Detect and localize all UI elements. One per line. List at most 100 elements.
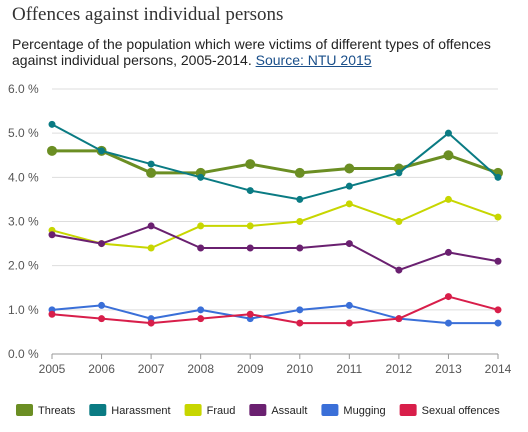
data-point-threats[interactable] — [47, 145, 57, 156]
x-tick-label: 2010 — [286, 362, 313, 376]
data-point-harassment[interactable] — [296, 195, 304, 203]
data-point-assault[interactable] — [147, 222, 155, 230]
data-point-sexual-offences[interactable] — [98, 315, 106, 323]
data-point-assault[interactable] — [494, 257, 502, 265]
x-axis-ticks: 2005 2006 2007 2008 2009 2010 2011 2012 2013 2014 — [39, 354, 512, 376]
data-point-harassment[interactable] — [444, 129, 452, 137]
series-line-assault — [51, 224, 499, 272]
data-point-sexual-offences[interactable] — [444, 293, 452, 301]
data-point-assault[interactable] — [444, 248, 452, 256]
y-tick-label: 0.0 % — [8, 347, 39, 361]
data-point-assault[interactable] — [296, 244, 304, 252]
x-tick-label: 2012 — [386, 362, 413, 376]
data-point-fraud[interactable] — [345, 200, 353, 208]
data-point-assault[interactable] — [197, 244, 205, 252]
data-point-assault[interactable] — [48, 231, 56, 239]
x-tick-label: 2005 — [39, 362, 66, 376]
series-assault — [48, 222, 502, 274]
legend-item-sexual-offences[interactable]: Sexual offences — [399, 404, 501, 417]
chart-subtitle: Percentage of the population which were … — [12, 36, 517, 68]
legend-item-harassment[interactable]: Harassment — [89, 404, 171, 417]
data-point-threats[interactable] — [245, 159, 256, 170]
legend-item-mugging[interactable]: Mugging — [321, 404, 386, 417]
data-point-fraud[interactable] — [494, 213, 502, 221]
data-point-sexual-offences[interactable] — [246, 310, 254, 318]
series-line-mugging — [51, 304, 498, 325]
data-point-threats[interactable] — [443, 150, 454, 161]
data-point-mugging[interactable] — [197, 306, 205, 314]
legend-item-assault[interactable]: Assault — [249, 404, 307, 417]
data-point-fraud[interactable] — [147, 244, 155, 252]
data-point-mugging[interactable] — [98, 301, 106, 309]
y-tick-label: 1.0 % — [8, 303, 39, 317]
data-point-threats[interactable] — [146, 167, 157, 178]
data-point-sexual-offences[interactable] — [147, 319, 155, 327]
grid-layer — [52, 88, 498, 355]
legend-label: Harassment — [111, 405, 170, 417]
data-point-mugging[interactable] — [444, 319, 452, 327]
data-point-assault[interactable] — [345, 240, 353, 248]
data-point-threats[interactable] — [344, 163, 355, 174]
legend-swatch — [16, 404, 33, 416]
x-tick-label: 2011 — [336, 362, 362, 376]
data-point-harassment[interactable] — [197, 173, 205, 181]
x-tick-label: 2006 — [88, 362, 115, 376]
data-point-fraud[interactable] — [197, 222, 205, 230]
data-point-sexual-offences[interactable] — [395, 315, 403, 323]
series-mugging — [48, 301, 502, 327]
data-point-fraud[interactable] — [246, 222, 254, 230]
y-axis-ticks: 0.0 % 1.0 % 2.0 % 3.0 % 4.0 % 5.0 % 6.0 % — [8, 82, 39, 361]
series-line-threats — [52, 149, 499, 175]
legend-label: Mugging — [343, 405, 385, 417]
data-point-fraud[interactable] — [296, 218, 304, 225]
data-point-sexual-offences[interactable] — [197, 315, 205, 323]
data-point-threats[interactable] — [294, 167, 305, 178]
data-point-harassment[interactable] — [147, 160, 155, 168]
data-point-fraud[interactable] — [444, 195, 452, 203]
subtitle-text: Percentage of the population which were … — [12, 36, 491, 68]
data-point-sexual-offences[interactable] — [494, 306, 502, 314]
source-link[interactable]: Source: NTU 2015 — [255, 52, 372, 68]
series-fraud — [48, 195, 502, 252]
data-point-fraud[interactable] — [395, 218, 403, 225]
y-tick-label: 4.0 % — [8, 170, 39, 184]
legend-swatch — [89, 404, 107, 416]
y-tick-label: 2.0 % — [8, 259, 39, 273]
data-point-harassment[interactable] — [98, 147, 106, 155]
data-point-harassment[interactable] — [246, 187, 254, 195]
data-point-assault[interactable] — [395, 266, 403, 274]
data-point-harassment[interactable] — [494, 173, 502, 181]
x-tick-label: 2009 — [237, 362, 264, 376]
data-point-mugging[interactable] — [296, 306, 304, 314]
x-tick-label: 2007 — [138, 362, 165, 376]
data-point-mugging[interactable] — [345, 301, 353, 309]
data-point-harassment[interactable] — [395, 169, 403, 177]
y-tick-label: 3.0 % — [8, 215, 39, 229]
legend-item-fraud[interactable]: Fraud — [184, 404, 236, 417]
data-point-assault[interactable] — [246, 244, 254, 252]
legend: Threats Harassment Fraud Assault Mugging Sexu… — [16, 404, 500, 417]
series-harassment — [48, 120, 502, 203]
data-point-sexual-offences[interactable] — [48, 310, 56, 318]
legend-label: Assault — [271, 405, 307, 417]
y-tick-label: 5.0 % — [8, 126, 39, 140]
y-tick-label: 6.0 % — [8, 82, 39, 96]
x-tick-label: 2014 — [485, 362, 512, 376]
legend-label: Threats — [38, 405, 76, 417]
data-point-sexual-offences[interactable] — [345, 319, 353, 327]
data-point-harassment[interactable] — [48, 120, 56, 128]
series-layer — [47, 120, 503, 327]
data-point-assault[interactable] — [98, 240, 106, 248]
chart-title: Offences against individual persons — [12, 4, 284, 25]
data-point-mugging[interactable] — [494, 319, 502, 327]
x-tick-label: 2008 — [187, 362, 214, 376]
series-line-sexual-offences — [51, 295, 499, 325]
legend-swatch — [184, 404, 202, 416]
x-tick-label: 2013 — [435, 362, 462, 376]
data-point-sexual-offences[interactable] — [296, 319, 304, 327]
legend-item-threats[interactable]: Threats — [16, 404, 76, 417]
data-point-harassment[interactable] — [345, 182, 353, 190]
legend-swatch — [249, 404, 267, 416]
series-threats — [47, 145, 503, 178]
